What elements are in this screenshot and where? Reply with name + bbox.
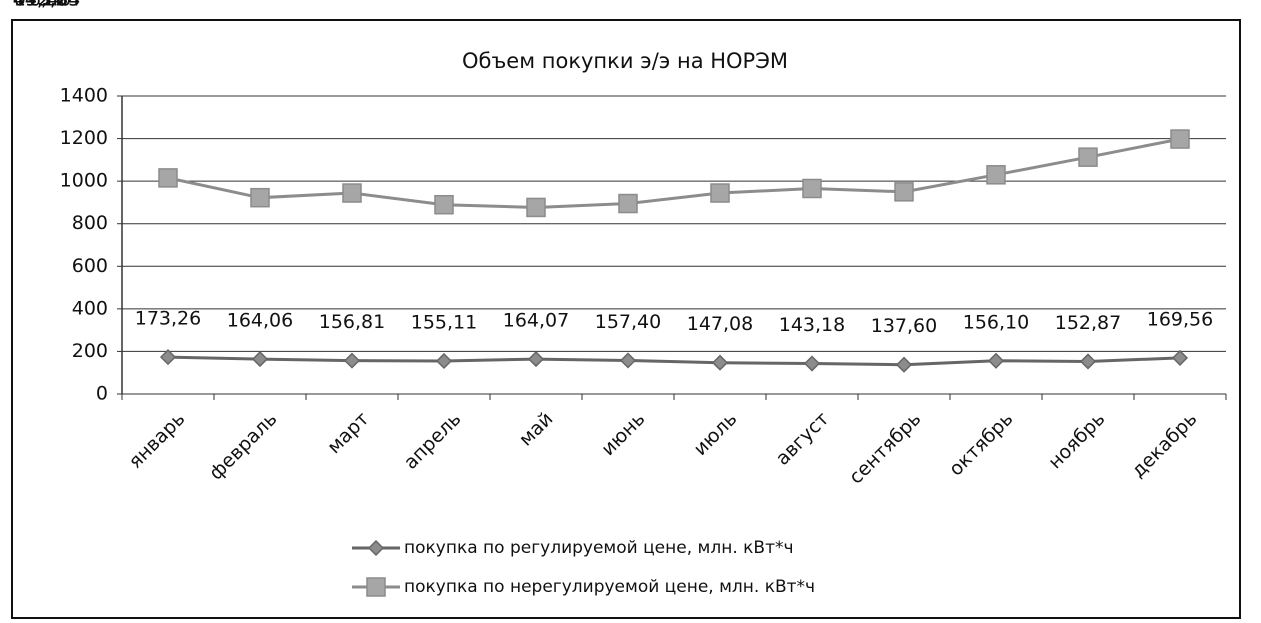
legend-label: покупка по регулируемой цене, млн. кВт*ч [404,538,794,558]
data-label: 152,87 [1055,312,1121,334]
data-point [159,349,177,366]
chart-frame [11,19,1241,619]
legend-marker [367,539,385,557]
chart-title: Объем покупки э/э на НОРЭМ [462,49,788,73]
data-point [803,355,821,372]
data-label: 137,60 [871,315,937,337]
data-label: 157,40 [595,311,661,333]
data-point [987,352,1005,369]
data-point [527,351,545,368]
data-point [434,194,454,215]
data-point [343,352,361,369]
legend-label: покупка по нерегулируемой цене, млн. кВт… [404,577,815,597]
data-label: 949,76 [13,0,1261,11]
data-point [526,197,546,218]
data-label: 1 029,77 [0,0,1261,11]
data-label: 164,07 [503,310,569,332]
data-point [1170,129,1190,149]
data-label: 889,21 [0,0,1261,11]
series-line [167,355,1181,367]
data-label: 1 015,24 [8,0,1261,11]
data-label: 156,10 [963,311,1029,333]
data-label: 147,08 [687,313,753,335]
data-point [894,182,914,202]
data-point [1079,353,1097,370]
data-point [1078,147,1098,167]
data-label: 1 112,63 [8,0,1261,11]
data-point [619,352,637,369]
data-label: 922,31 [0,0,1261,11]
data-point [711,354,729,371]
data-point [895,356,913,373]
y-tick-label: 1000 [60,170,108,192]
data-label: 876,40 [17,0,1261,11]
data-point [342,183,362,203]
y-tick-label: 200 [72,340,108,362]
data-label: 944,17 [13,0,1261,11]
data-label: 164,06 [227,310,293,332]
data-label: 143,18 [779,314,845,336]
data-label: 944,22 [13,0,1261,11]
data-point [435,352,453,370]
data-label: 173,26 [135,308,201,330]
data-point [1171,349,1189,366]
data-point [710,183,730,203]
y-tick-label: 600 [72,255,108,277]
series-line [167,137,1181,209]
data-point [251,351,269,368]
y-tick-label: 1400 [60,85,108,107]
legend-marker [366,577,386,597]
data-point [618,193,638,214]
data-label: 169,56 [1147,308,1213,330]
y-tick-label: 400 [72,297,108,319]
data-label: 155,11 [411,311,477,333]
data-label: 1 197,80 [0,0,1261,11]
data-label: 894,75 [0,0,1261,11]
data-point [250,187,270,208]
data-point [802,178,822,199]
data-point [158,168,178,188]
y-tick-label: 0 [96,383,108,405]
data-label: 156,81 [319,311,385,333]
y-tick-label: 1200 [60,127,108,149]
data-label: 965,43 [0,0,1261,11]
y-tick-label: 800 [72,212,108,234]
data-point [986,165,1006,185]
